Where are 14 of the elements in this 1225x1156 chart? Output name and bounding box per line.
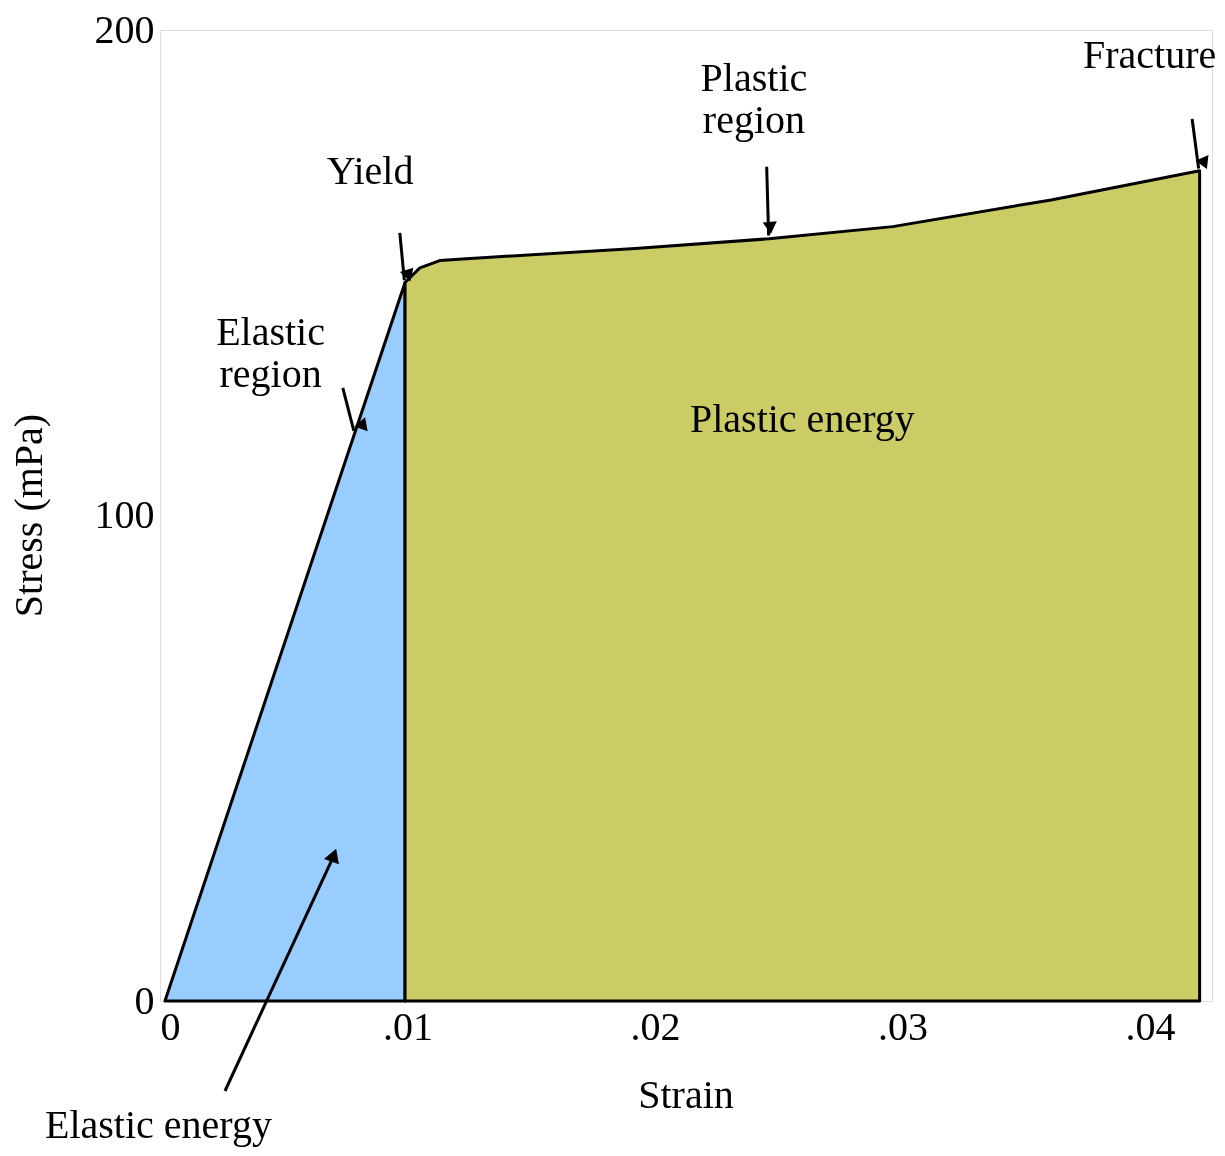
y-tick-label: 200: [94, 6, 155, 52]
x-tick-label: .03: [878, 1003, 929, 1049]
x-axis-title: Strain: [638, 1072, 734, 1117]
x-tick-label: .01: [383, 1003, 434, 1049]
x-tick-label: .04: [1125, 1003, 1176, 1049]
annotation: Elastic region: [216, 308, 325, 396]
series-label: Plastic energy: [689, 395, 915, 441]
y-axis-title: Stress (mPa): [6, 413, 51, 618]
text: Elastic energy: [44, 1102, 272, 1147]
annotation: Plastic region: [700, 54, 808, 142]
y-tick-label: 100: [94, 492, 155, 537]
annotation: Fracture: [1082, 31, 1217, 77]
annotation: Yield: [326, 148, 414, 194]
x-tick-label: .02: [630, 1003, 681, 1049]
